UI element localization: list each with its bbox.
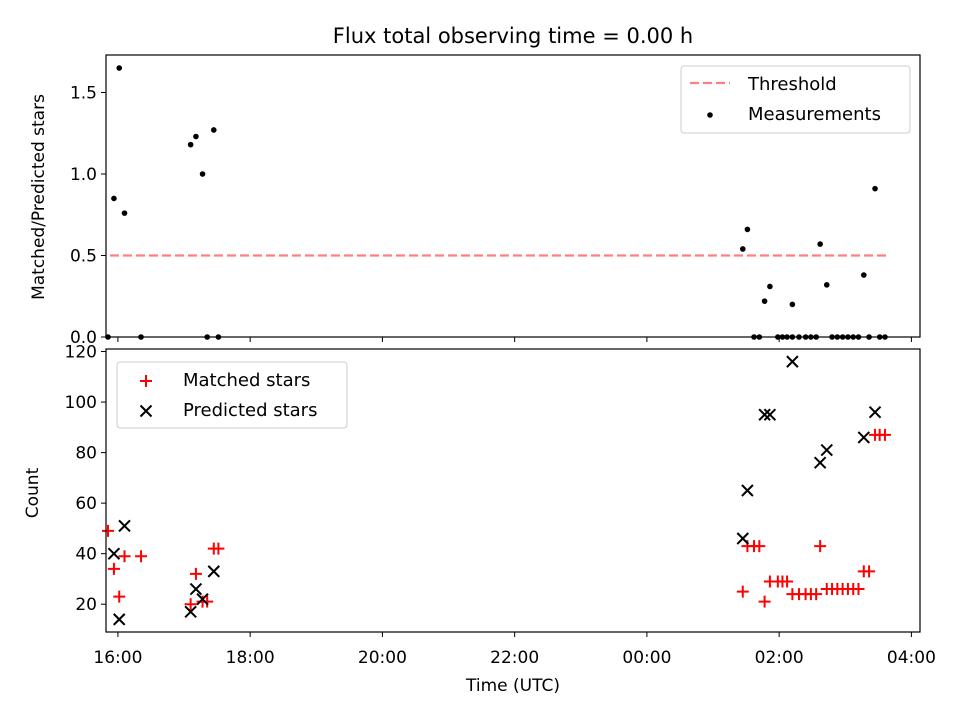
predicted-star-point: [189, 582, 203, 596]
matched-star-point: [201, 595, 214, 608]
matched-star-point: [814, 540, 827, 553]
measurement-point: [210, 127, 217, 133]
y-tick-label: 60: [75, 494, 97, 514]
figure-title: Flux total observing time = 0.00 h: [333, 24, 693, 48]
predicted-star-point: [118, 519, 131, 533]
matched-star-point: [107, 562, 120, 575]
x-tick-label: 16:00: [93, 648, 142, 668]
matched-star-point: [113, 590, 126, 603]
measurement-point: [744, 226, 751, 233]
bottom-legend: Matched stars Predicted stars: [116, 361, 348, 429]
predicted-star-point: [196, 592, 209, 606]
legend-measurements-handle: [707, 112, 713, 118]
predicted-star-point: [107, 547, 121, 560]
measurement-point: [767, 283, 773, 290]
measurement-point: [199, 171, 206, 177]
top-y-axis-label: Matched/Predicted stars: [29, 94, 49, 300]
measurement-point: [860, 272, 867, 278]
y-tick-label: 120: [65, 343, 97, 363]
y-tick-label: 0.0: [70, 328, 97, 348]
measurement-point: [116, 65, 123, 71]
y-tick-label: 1.0: [70, 165, 97, 185]
legend-measurements-label: Measurements: [748, 104, 881, 125]
legend-predicted-label: Predicted stars: [183, 400, 317, 421]
y-tick-label: 0.5: [70, 246, 97, 266]
y-tick-label: 100: [65, 393, 97, 413]
matched-star-point: [189, 567, 202, 580]
x-tick-label: 18:00: [226, 648, 275, 668]
legend-threshold-label: Threshold: [747, 74, 837, 95]
measurement-point: [111, 195, 117, 202]
bottom-axes: 20 40 60 80 100 120 16:00 18:00 20:00 22:00 00:00 0…: [65, 343, 936, 668]
predicted-star-point: [813, 456, 827, 469]
bottom-plot-area: [101, 355, 891, 626]
measurement-point: [789, 301, 796, 308]
predicted-star-point: [736, 532, 749, 545]
measurement-point: [761, 298, 768, 304]
measurement-point: [121, 210, 128, 216]
matched-star-point: [753, 540, 766, 553]
y-tick-label: 20: [75, 595, 97, 615]
top-plot-area: [105, 65, 888, 340]
predicted-star-point: [207, 565, 220, 578]
matched-star-point: [736, 585, 749, 598]
x-tick-label: 00:00: [622, 648, 671, 668]
predicted-star-point: [868, 405, 882, 419]
matched-star-point: [135, 550, 148, 563]
y-tick-label: 80: [75, 444, 97, 464]
matched-star-point: [852, 583, 865, 596]
predicted-star-point: [820, 443, 833, 457]
predicted-star-point: [763, 408, 777, 421]
matched-star-point: [781, 575, 794, 588]
legend-frame: [116, 361, 348, 429]
measurement-point: [187, 141, 194, 148]
top-legend: Threshold Measurements: [680, 65, 911, 134]
predicted-star-point: [184, 605, 197, 618]
y-tick-label: 40: [75, 545, 97, 565]
x-tick-label: 04:00: [887, 648, 936, 668]
top-panel: 0.0 0.5 1.0 1.5 Matched/Predicted stars Thr…: [29, 54, 921, 348]
matched-star-point: [184, 598, 197, 611]
bottom-y-axis-label: Count: [23, 467, 43, 518]
predicted-star-point: [786, 355, 799, 368]
measurement-point: [823, 282, 830, 288]
axes-frame: [105, 54, 921, 338]
predicted-star-point: [758, 408, 771, 421]
matched-star-point: [878, 428, 891, 441]
axes-frame: [105, 348, 921, 633]
matched-star-point: [758, 595, 771, 608]
predicted-star-point: [857, 431, 871, 444]
legend-predicted-handle: [139, 404, 153, 418]
x-tick-label: 22:00: [490, 648, 539, 668]
measurement-point: [817, 241, 823, 247]
measurement-point: [872, 185, 878, 192]
x-tick-label: 02:00: [755, 648, 804, 668]
legend-matched-label: Matched stars: [183, 370, 310, 391]
bottom-panel: 20 40 60 80 100 120 16:00 18:00 20:00 22:00 00:00 0…: [23, 343, 936, 696]
x-tick-label: 20:00: [358, 648, 407, 668]
measurement-point: [739, 246, 746, 252]
matched-star-point: [118, 550, 131, 563]
matched-star-point: [212, 542, 225, 555]
predicted-star-point: [113, 613, 126, 626]
x-axis-label: Time (UTC): [465, 676, 560, 696]
y-tick-label: 1.5: [70, 83, 97, 103]
top-axes: 0.0 0.5 1.0 1.5: [70, 54, 921, 348]
legend-matched-handle: [140, 375, 152, 387]
legend-frame: [680, 65, 911, 134]
matched-star-point: [810, 588, 823, 601]
matched-star-point: [863, 565, 876, 578]
predicted-star-point: [741, 484, 754, 497]
measurement-point: [193, 133, 199, 140]
matched-star-point: [101, 524, 114, 537]
